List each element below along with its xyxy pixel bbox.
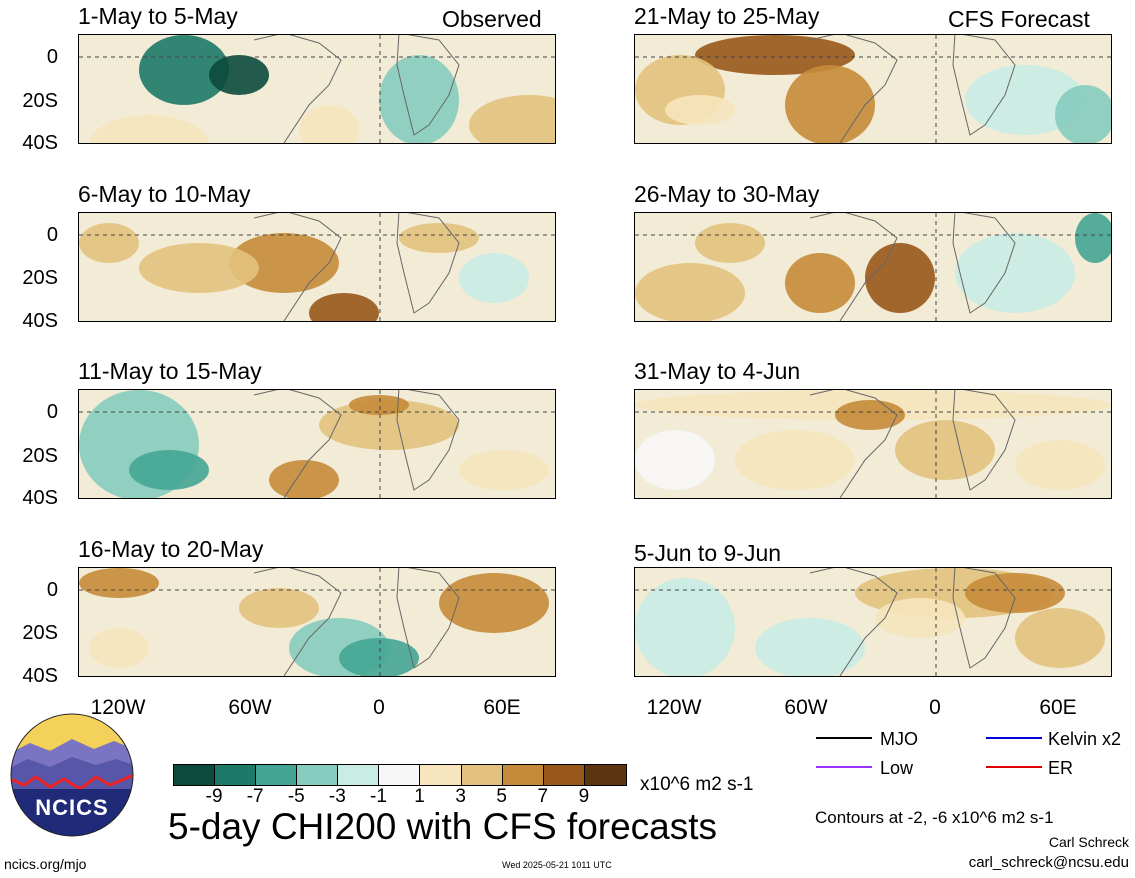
x-tick: 60E xyxy=(483,696,521,719)
colorbar-swatch xyxy=(461,765,503,785)
y-tick: 20S xyxy=(22,445,58,467)
contour-note: Contours at -2, -6 x10^6 m2 s-1 xyxy=(815,808,1054,827)
panel-title: 6-May to 10-May xyxy=(78,181,251,207)
map-panel xyxy=(634,567,1112,677)
y-tick: 20S xyxy=(22,267,58,289)
x-tick: 60W xyxy=(228,696,272,719)
y-tick: 0 xyxy=(46,401,58,423)
mjo-line-swatch xyxy=(816,737,872,739)
colorbar-swatch xyxy=(420,765,462,785)
colorbar-tick: 5 xyxy=(496,786,507,807)
author-email: carl_schreck@ncsu.edu xyxy=(968,854,1129,871)
colorbar-tick: 7 xyxy=(537,786,549,807)
map-panel-svg xyxy=(79,35,555,143)
legend-label: MJO xyxy=(880,729,918,749)
colorbar-swatch xyxy=(543,765,585,785)
x-tick: 120W xyxy=(646,696,702,719)
x-tick: 0 xyxy=(929,696,941,719)
timestamp: Wed 2025-05-21 1011 UTC xyxy=(502,860,612,870)
kelvin-line-swatch xyxy=(986,737,1042,739)
x-tick: 120W xyxy=(90,696,146,719)
y-tick: 0 xyxy=(46,579,58,601)
panel-title: 21-May to 25-May xyxy=(634,3,820,29)
logo-text: NCICS xyxy=(35,795,109,820)
legend-label: Low xyxy=(880,758,914,778)
colorbar-tick: -7 xyxy=(246,786,264,807)
y-tick: 40S xyxy=(22,487,58,509)
panel-title: 1-May to 5-May xyxy=(78,3,238,29)
legend-label: Kelvin x2 xyxy=(1048,729,1122,749)
colorbar-tick: 9 xyxy=(578,786,590,807)
main-title: 5-day CHI200 with CFS forecasts xyxy=(168,806,718,847)
colorbar-swatch xyxy=(338,765,380,785)
map-panel xyxy=(78,389,556,499)
y-tick: 0 xyxy=(46,46,58,68)
map-panel xyxy=(634,212,1112,322)
colorbar-swatch xyxy=(215,765,257,785)
map-panel-svg xyxy=(79,390,555,498)
panel-title: 31-May to 4-Jun xyxy=(634,358,801,384)
ncics-logo-icon xyxy=(10,713,134,837)
map-panel-svg xyxy=(79,568,555,676)
colorbar-swatch xyxy=(174,765,216,785)
map-panel-svg xyxy=(635,213,1111,321)
observed-label: Observed xyxy=(442,6,542,32)
x-tick: 0 xyxy=(373,696,385,719)
colorbar-tick: -5 xyxy=(287,786,305,807)
colorbar-tick: 3 xyxy=(455,786,466,807)
low-line-swatch xyxy=(816,766,872,768)
panel-title: 5-Jun to 9-Jun xyxy=(634,540,782,566)
map-panel-svg xyxy=(635,390,1111,498)
colorbar-swatch xyxy=(502,765,544,785)
colorbar-units: x10^6 m2 s-1 xyxy=(640,774,754,795)
cfs-forecast-label: CFS Forecast xyxy=(948,6,1090,32)
colorbar-tick: 1 xyxy=(414,786,425,807)
colorbar-swatch xyxy=(256,765,298,785)
y-tick: 40S xyxy=(22,310,58,332)
y-tick: 20S xyxy=(22,622,58,644)
author: Carl Schreck xyxy=(1048,834,1129,850)
panel-title: 26-May to 30-May xyxy=(634,181,820,207)
map-panel xyxy=(78,34,556,144)
colorbar xyxy=(173,764,627,786)
y-tick: 40S xyxy=(22,132,58,154)
colorbar-tick: -1 xyxy=(370,786,387,807)
y-tick: 0 xyxy=(46,224,58,246)
map-panel xyxy=(78,567,556,677)
map-panel xyxy=(78,212,556,322)
map-panel xyxy=(634,34,1112,144)
colorbar-swatch xyxy=(297,765,339,785)
y-tick: 40S xyxy=(22,665,58,687)
x-tick: 60E xyxy=(1039,696,1077,719)
map-panel-svg xyxy=(79,213,555,321)
er-line-swatch xyxy=(986,766,1042,768)
panel-title: 16-May to 20-May xyxy=(78,536,264,562)
colorbar-swatch xyxy=(379,765,421,785)
website: ncics.org/mjo xyxy=(4,856,87,872)
colorbar-swatch xyxy=(584,765,626,785)
ncics-logo: NCICS xyxy=(10,713,134,837)
colorbar-tick: -3 xyxy=(328,786,346,807)
y-tick: 20S xyxy=(22,90,58,112)
map-panel-svg xyxy=(635,568,1111,676)
legend-label: ER xyxy=(1048,758,1074,778)
map-panel xyxy=(634,389,1112,499)
colorbar-tick: -9 xyxy=(205,786,223,807)
x-tick: 60W xyxy=(784,696,828,719)
map-panel-svg xyxy=(635,35,1111,143)
panel-title: 11-May to 15-May xyxy=(78,358,262,384)
